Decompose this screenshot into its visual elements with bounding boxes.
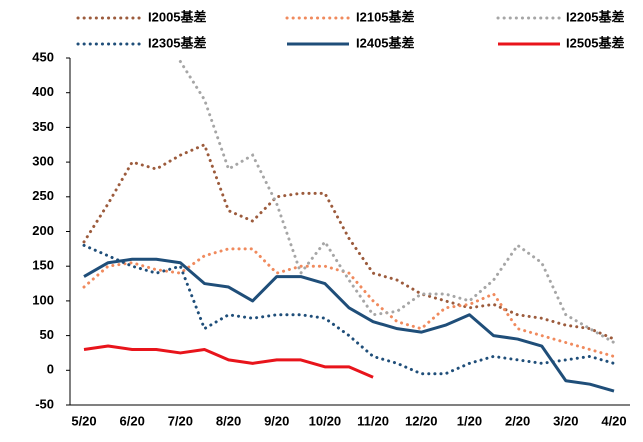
x-tick-label: 4/20 <box>601 413 626 428</box>
y-tick-label: 300 <box>32 154 54 169</box>
x-tick-label: 2/20 <box>505 413 530 428</box>
legend-label: I2005基差 <box>148 9 207 24</box>
x-tick-label: 6/20 <box>120 413 145 428</box>
series-line <box>82 142 616 341</box>
y-tick-label: 200 <box>32 223 54 238</box>
legend-label: I2205基差 <box>566 9 625 24</box>
legend-label: I2105基差 <box>356 9 415 24</box>
y-tick-label: 450 <box>32 49 54 64</box>
x-tick-label: 7/20 <box>168 413 193 428</box>
series-line <box>83 257 615 393</box>
legend-label: I2405基差 <box>356 35 415 50</box>
x-tick-label: 10/20 <box>309 413 342 428</box>
series-line <box>82 243 616 376</box>
legend-label: I2305基差 <box>148 35 207 50</box>
series-line <box>82 247 616 358</box>
y-tick-label: 150 <box>32 258 54 273</box>
y-tick-label: 0 <box>47 362 54 377</box>
y-tick-label: 100 <box>32 292 54 307</box>
x-tick-label: 11/20 <box>357 413 389 428</box>
series-line <box>178 59 616 345</box>
x-tick-label: 9/20 <box>264 413 289 428</box>
y-tick-label: 350 <box>32 119 54 134</box>
series-line <box>83 344 374 379</box>
y-tick-label: 50 <box>40 327 54 342</box>
y-tick-label: 400 <box>32 84 54 99</box>
x-tick-label: 1/20 <box>457 413 482 428</box>
x-tick-label: 8/20 <box>216 413 241 428</box>
x-tick-label: 5/20 <box>71 413 96 428</box>
x-tick-label: 12/20 <box>405 413 438 428</box>
x-tick-label: 3/20 <box>553 413 578 428</box>
legend-label: I2505基差 <box>566 35 625 50</box>
y-tick-label: 250 <box>32 188 54 203</box>
y-tick-label: -50 <box>35 396 54 411</box>
